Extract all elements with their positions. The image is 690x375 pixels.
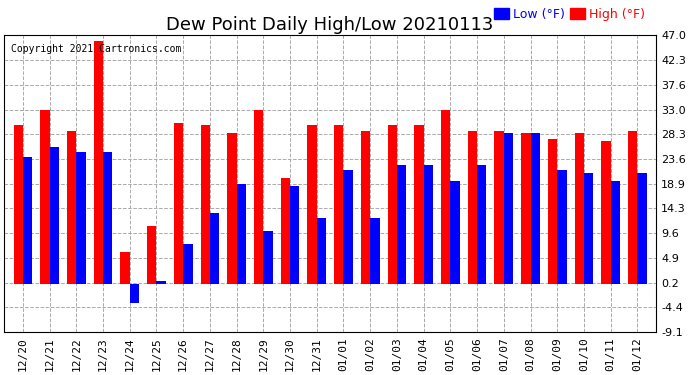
Bar <box>94 41 103 284</box>
Bar <box>201 125 210 284</box>
Bar <box>130 284 139 303</box>
Bar <box>441 110 451 284</box>
Text: Copyright 2021 Cartronics.com: Copyright 2021 Cartronics.com <box>10 44 181 54</box>
Title: Dew Point Daily High/Low 20210113: Dew Point Daily High/Low 20210113 <box>166 16 494 34</box>
Bar <box>308 125 317 284</box>
Bar <box>103 152 112 284</box>
Bar <box>237 184 246 284</box>
Bar <box>290 186 299 284</box>
Bar <box>183 244 193 284</box>
Bar <box>77 152 86 284</box>
Bar <box>477 165 486 284</box>
Bar <box>584 173 593 284</box>
Bar <box>468 130 477 284</box>
Bar <box>628 130 638 284</box>
Bar <box>147 226 157 284</box>
Bar <box>23 157 32 284</box>
Bar <box>174 123 183 284</box>
Bar <box>120 252 130 284</box>
Bar <box>424 165 433 284</box>
Bar <box>548 139 558 284</box>
Bar <box>504 134 513 284</box>
Bar <box>50 147 59 284</box>
Bar <box>521 134 531 284</box>
Bar <box>254 110 264 284</box>
Bar <box>575 134 584 284</box>
Legend: Low (°F), High (°F): Low (°F), High (°F) <box>489 3 650 26</box>
Bar <box>281 178 290 284</box>
Bar <box>361 130 371 284</box>
Bar <box>414 125 424 284</box>
Bar <box>601 141 611 284</box>
Bar <box>397 165 406 284</box>
Bar <box>531 134 540 284</box>
Bar <box>388 125 397 284</box>
Bar <box>451 181 460 284</box>
Bar <box>40 110 50 284</box>
Bar <box>67 130 77 284</box>
Bar <box>638 173 647 284</box>
Bar <box>264 231 273 284</box>
Bar <box>371 218 380 284</box>
Bar <box>157 282 166 284</box>
Bar <box>210 213 219 284</box>
Bar <box>227 134 237 284</box>
Bar <box>14 125 23 284</box>
Bar <box>334 125 344 284</box>
Bar <box>344 170 353 284</box>
Bar <box>558 170 566 284</box>
Bar <box>495 130 504 284</box>
Bar <box>317 218 326 284</box>
Bar <box>611 181 620 284</box>
